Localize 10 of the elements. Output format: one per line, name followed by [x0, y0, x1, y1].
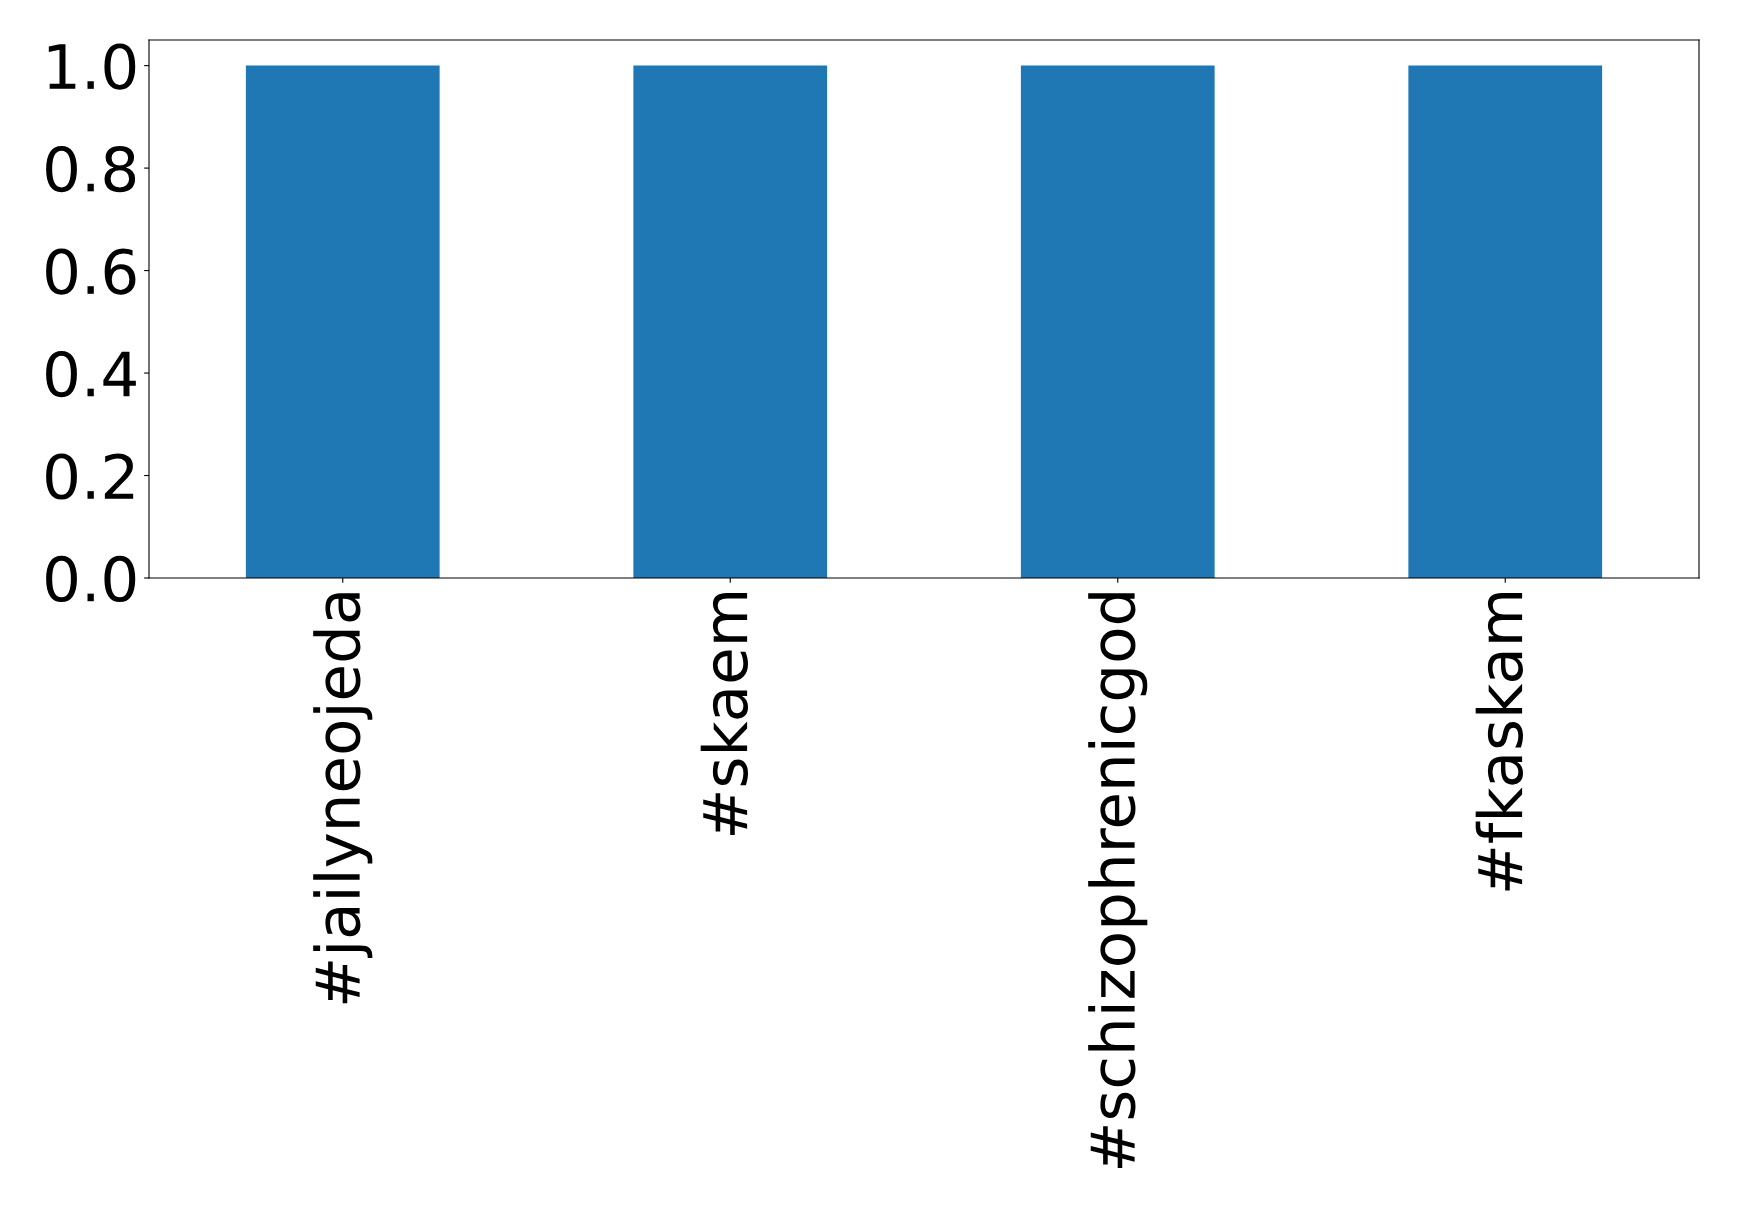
x-tick-label: #schizophrenicgod: [1088, 593, 1148, 1168]
y-tick-label: 0.4: [46, 350, 136, 398]
x-tick-label: #jailyneojeda: [313, 593, 373, 1004]
y-tick-label: 1.0: [48, 43, 136, 90]
y-tick-label: 0.0: [46, 555, 136, 603]
x-tick-label: #fkaskam: [1475, 592, 1523, 891]
y-tick-label: 0.6: [46, 248, 136, 295]
y-tick-label: 0.8: [46, 145, 136, 193]
x-tick-label: #skaem: [700, 592, 748, 835]
y-tick-label: 0.2: [46, 453, 134, 500]
